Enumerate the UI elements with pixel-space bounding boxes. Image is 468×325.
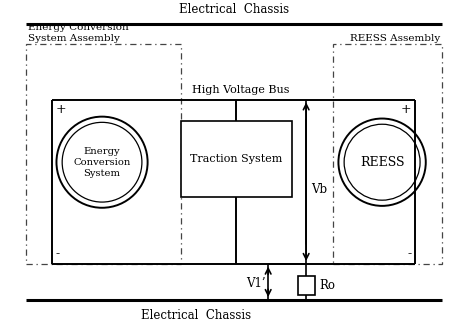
- Text: -: -: [56, 247, 59, 260]
- Bar: [26, 45, 181, 264]
- Text: -: -: [408, 247, 411, 260]
- Ellipse shape: [344, 124, 420, 200]
- Bar: [333, 45, 442, 264]
- Bar: [181, 121, 292, 197]
- Text: +: +: [401, 103, 411, 116]
- Text: Ro: Ro: [320, 279, 336, 292]
- Text: Electrical  Chassis: Electrical Chassis: [141, 309, 251, 322]
- Text: +: +: [56, 103, 66, 116]
- Text: Energy
Conversion
System: Energy Conversion System: [73, 147, 131, 178]
- Text: Electrical  Chassis: Electrical Chassis: [179, 3, 289, 16]
- Ellipse shape: [62, 122, 142, 202]
- Ellipse shape: [57, 117, 147, 208]
- Text: REESS: REESS: [360, 156, 404, 169]
- Text: High Voltage Bus: High Voltage Bus: [192, 85, 290, 95]
- Text: REESS Assembly: REESS Assembly: [350, 33, 440, 43]
- Text: V1’: V1’: [246, 277, 265, 290]
- Text: Energy Conversion
System Assembly: Energy Conversion System Assembly: [28, 23, 129, 43]
- Ellipse shape: [338, 119, 426, 206]
- Text: Traction System: Traction System: [190, 154, 283, 164]
- Text: Vb: Vb: [311, 183, 327, 196]
- Bar: [298, 276, 314, 295]
